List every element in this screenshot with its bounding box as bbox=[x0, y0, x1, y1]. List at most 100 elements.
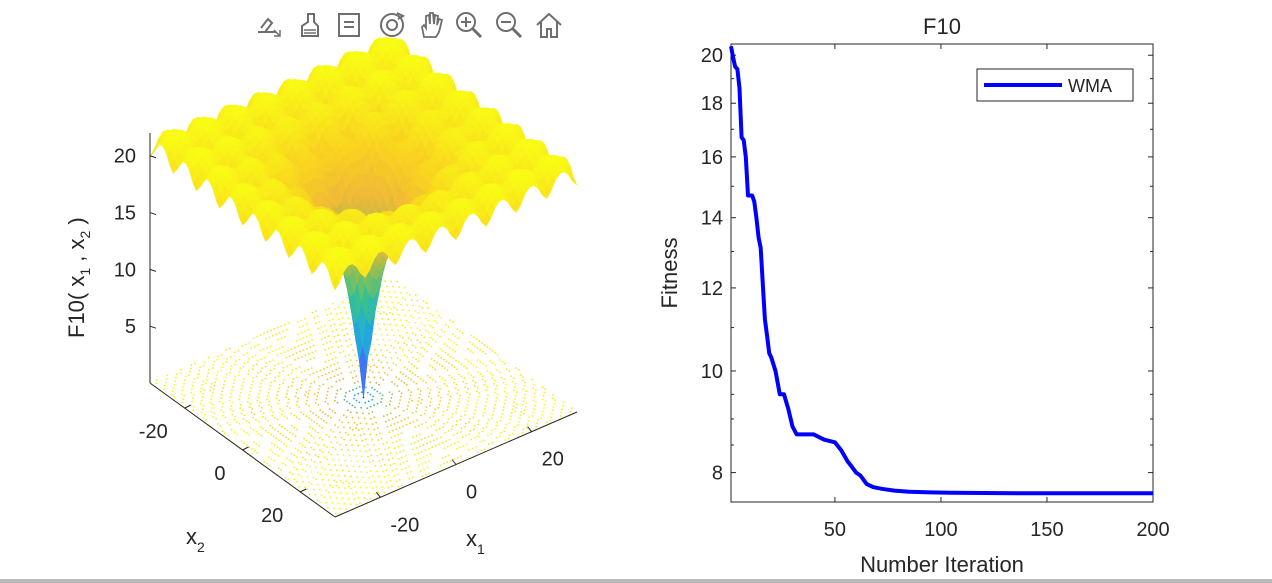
contour-dot bbox=[375, 381, 378, 384]
contour-dot bbox=[213, 384, 216, 387]
contour-dot bbox=[350, 475, 352, 478]
contour-dot bbox=[282, 434, 285, 437]
contour-dot bbox=[205, 379, 208, 381]
contour-dot bbox=[355, 439, 358, 442]
contour-dot bbox=[540, 417, 543, 420]
contour-dot bbox=[330, 429, 332, 431]
contour-dot bbox=[467, 400, 469, 402]
contour-dot bbox=[303, 318, 306, 320]
contour-dot bbox=[342, 469, 344, 472]
contour-dot bbox=[322, 331, 325, 334]
contour-dot bbox=[471, 447, 474, 450]
contour-dot bbox=[355, 359, 358, 362]
contour-dot bbox=[354, 406, 356, 409]
contour-dot bbox=[320, 418, 323, 420]
contour-dot bbox=[427, 435, 430, 438]
contour-dot bbox=[273, 328, 276, 330]
contour-dot bbox=[343, 426, 345, 429]
contour-dot bbox=[310, 419, 313, 421]
contour-dot bbox=[295, 416, 298, 419]
contour-dot bbox=[483, 408, 486, 411]
contour-dot bbox=[359, 502, 361, 504]
contour-dot bbox=[294, 447, 297, 450]
contour-dot bbox=[329, 364, 332, 367]
contour-dot bbox=[199, 366, 202, 369]
contour-dot bbox=[336, 453, 339, 456]
contour-dot bbox=[369, 497, 372, 500]
contour-dot bbox=[382, 470, 384, 473]
contour-dot bbox=[449, 319, 451, 321]
contour-dot bbox=[276, 418, 279, 421]
contour-dot bbox=[361, 427, 364, 430]
contour-dot bbox=[408, 321, 411, 324]
contour-dot bbox=[221, 402, 224, 405]
z-tick-label: 10 bbox=[114, 259, 136, 281]
contour-dot bbox=[460, 363, 463, 366]
contour-dot bbox=[409, 370, 411, 373]
contour-dot bbox=[414, 453, 416, 456]
contour-dot bbox=[293, 414, 296, 417]
contour-dot bbox=[393, 291, 396, 293]
contour-dot bbox=[306, 463, 309, 466]
contour-dot bbox=[220, 406, 223, 408]
contour-dot bbox=[429, 364, 431, 367]
contour-dot bbox=[392, 334, 395, 337]
contour-dot bbox=[423, 412, 426, 415]
contour-dot bbox=[302, 413, 305, 416]
contour-dot bbox=[349, 503, 352, 506]
contour-dot bbox=[384, 372, 386, 374]
contour-dot bbox=[485, 425, 488, 428]
contour-dot bbox=[329, 496, 332, 499]
contour-dot bbox=[312, 476, 315, 479]
contour-dot bbox=[343, 306, 346, 309]
contour-dot bbox=[327, 506, 329, 509]
contour-dot bbox=[278, 384, 281, 386]
contour-dot bbox=[464, 422, 467, 425]
contour-dot bbox=[333, 399, 336, 402]
contour-dot bbox=[288, 459, 291, 461]
contour-dot bbox=[311, 427, 314, 430]
contour-dot bbox=[432, 326, 434, 329]
contour-dot bbox=[306, 359, 309, 362]
contour-dot bbox=[453, 458, 456, 461]
contour-dot bbox=[269, 372, 271, 375]
contour-dot bbox=[411, 412, 414, 414]
contour-dot bbox=[381, 305, 383, 308]
contour-dot bbox=[456, 432, 459, 435]
contour-dot bbox=[466, 443, 468, 446]
contour-dot bbox=[373, 364, 376, 367]
contour-dot bbox=[274, 416, 276, 419]
contour-dot bbox=[386, 349, 388, 352]
contour-dot bbox=[363, 417, 366, 420]
contour-dot bbox=[376, 366, 378, 369]
contour-dot bbox=[477, 371, 479, 374]
contour-dot bbox=[265, 337, 267, 340]
contour-dot bbox=[202, 380, 205, 383]
contour-dot bbox=[312, 436, 315, 439]
contour-dot bbox=[543, 403, 546, 406]
contour-dot bbox=[447, 390, 450, 392]
contour-dot bbox=[348, 366, 350, 368]
contour-dot bbox=[496, 421, 498, 424]
contour-dot bbox=[532, 399, 535, 402]
contour-dot bbox=[469, 417, 471, 420]
contour-dot bbox=[272, 411, 275, 414]
contour-dot bbox=[331, 486, 334, 489]
contour-dot bbox=[500, 416, 503, 419]
contour-dot bbox=[321, 411, 324, 413]
contour-dot bbox=[424, 461, 427, 464]
contour-dot bbox=[363, 497, 366, 500]
contour-dot bbox=[373, 404, 375, 407]
contour-dot bbox=[524, 381, 527, 384]
contour-dot bbox=[337, 334, 339, 336]
contour-dot bbox=[396, 280, 399, 283]
contour-dot bbox=[247, 357, 250, 360]
contour-dot bbox=[426, 454, 428, 457]
contour-dot bbox=[328, 435, 331, 438]
contour-dot bbox=[427, 331, 430, 334]
contour-dot bbox=[344, 395, 347, 398]
contour-dot bbox=[247, 373, 250, 375]
contour-dot bbox=[271, 350, 274, 353]
contour-dot bbox=[434, 340, 437, 343]
contour-dot bbox=[444, 431, 446, 434]
